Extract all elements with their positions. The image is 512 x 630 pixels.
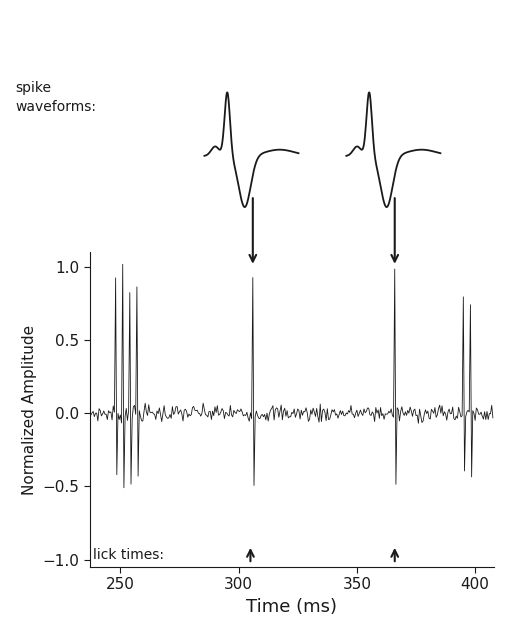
- Y-axis label: Normalized Amplitude: Normalized Amplitude: [22, 324, 37, 495]
- X-axis label: Time (ms): Time (ms): [246, 598, 337, 616]
- Text: lick times:: lick times:: [93, 548, 164, 563]
- Text: spike
waveforms:: spike waveforms:: [15, 81, 96, 114]
